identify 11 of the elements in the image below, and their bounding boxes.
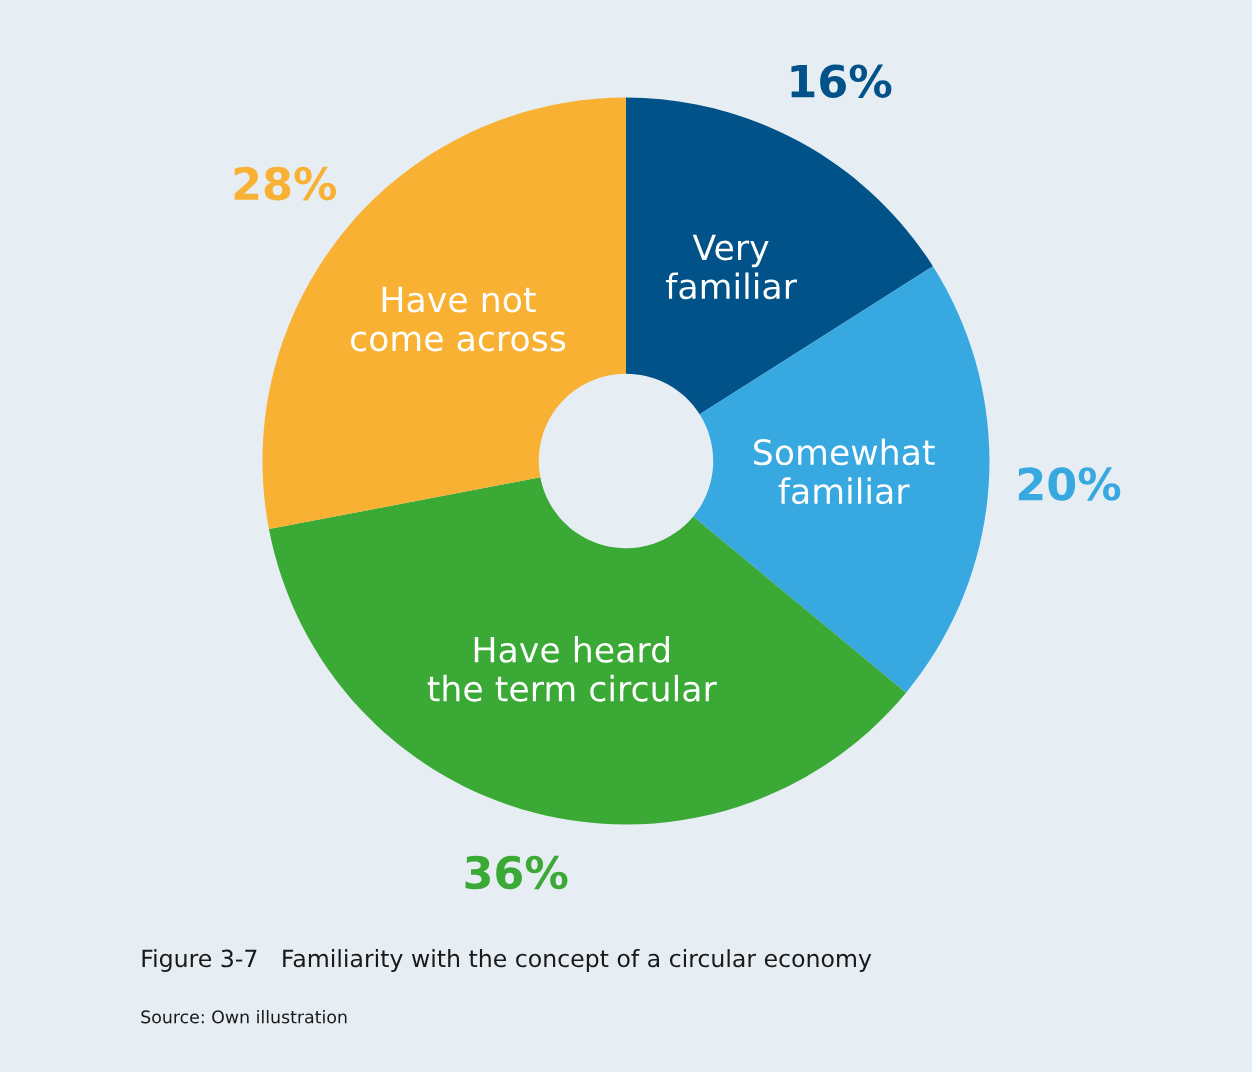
data-label: 16% <box>791 64 892 98</box>
slice-label: Have not come across <box>350 286 566 352</box>
source-note: Source: Own illustration <box>141 1010 347 1024</box>
donut-slice <box>626 97 933 415</box>
slice-label: Somewhat familiar <box>754 438 935 505</box>
slice-label: Very familiar <box>665 234 797 300</box>
data-label: 36% <box>465 855 568 890</box>
slice-label: Have heard the term circular <box>427 635 717 702</box>
data-label: 28% <box>234 166 337 201</box>
data-label: 20% <box>1018 467 1121 501</box>
text: Figure 3-7 Familiarity with the concept of a circular economy <box>142 949 872 972</box>
